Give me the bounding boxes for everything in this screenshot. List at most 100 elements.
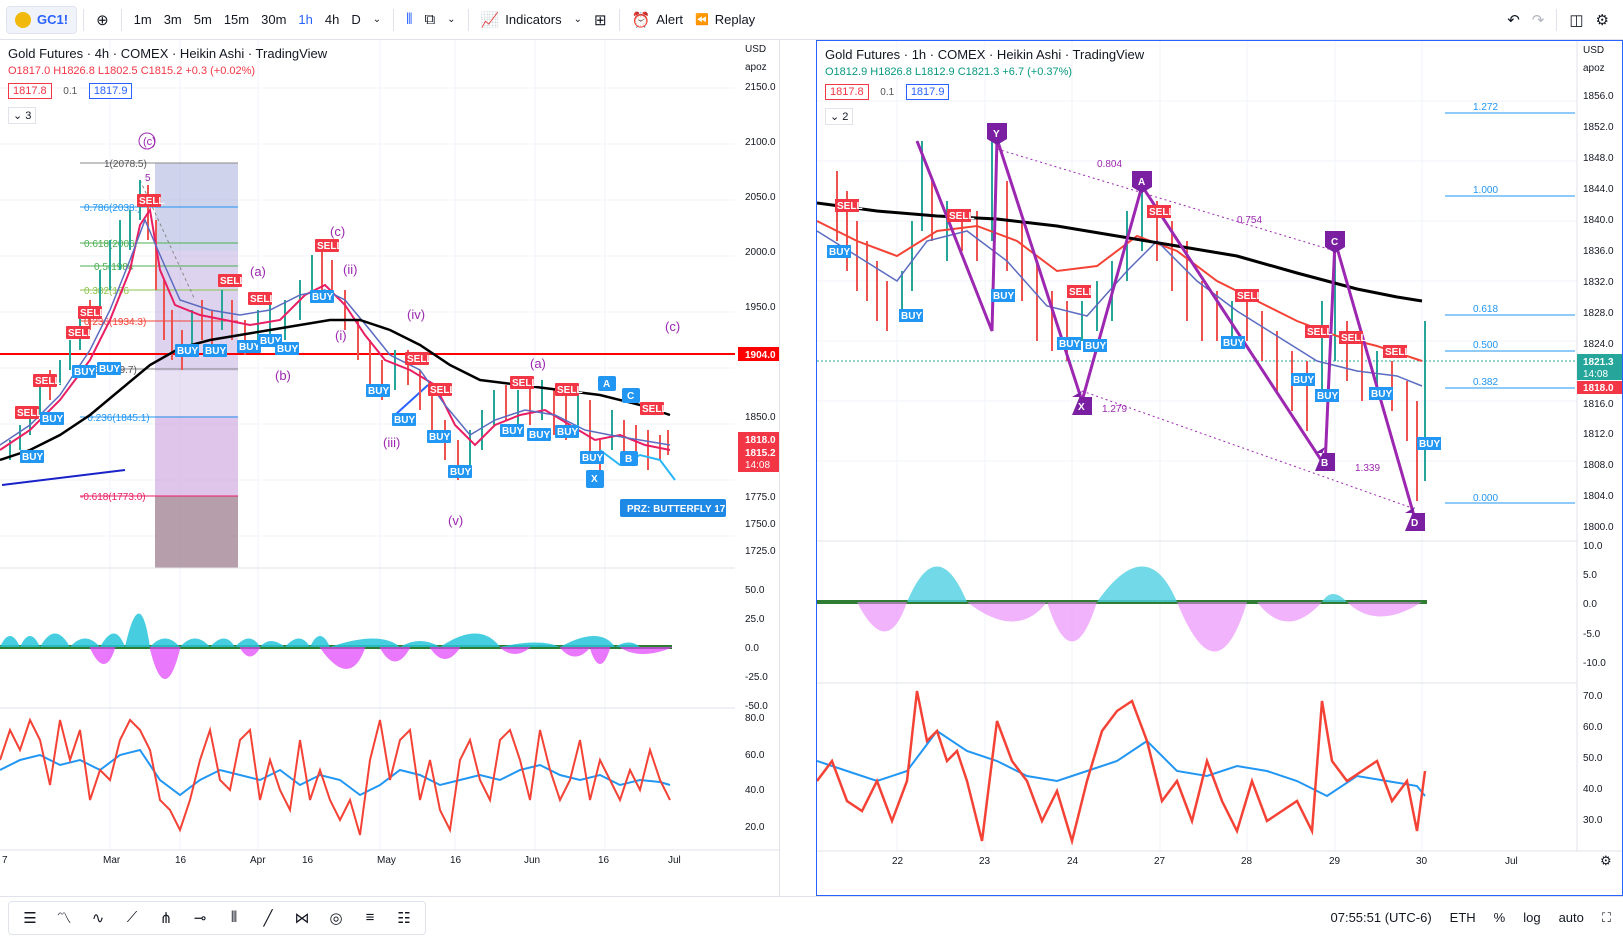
abc-pattern-icon[interactable]: 〽 [56, 910, 72, 927]
fullscreen-icon[interactable]: ⛶ [1601, 909, 1611, 925]
redo-icon[interactable]: ↷ [1531, 11, 1545, 29]
svg-text:0.618: 0.618 [1473, 304, 1498, 315]
trendline[interactable] [1, 469, 126, 486]
svg-text:2100.0: 2100.0 [745, 137, 776, 148]
right-sell-price-button[interactable]: 1817.8 [825, 84, 869, 100]
svg-text:40.0: 40.0 [745, 785, 765, 796]
interval-15m[interactable]: 15m [223, 12, 250, 27]
right-chart-canvas[interactable]: 1.272 1.000 0.618 0.500 0.382 0.000 [817, 41, 1623, 896]
svg-text:1848.0: 1848.0 [1583, 153, 1614, 164]
svg-text:1725.0: 1725.0 [745, 546, 776, 557]
auto-scale-toggle[interactable]: auto [1558, 910, 1584, 925]
svg-text:A: A [603, 379, 610, 390]
fib-0382-label: 0.382(196 [84, 286, 129, 297]
replay-button[interactable]: ⏪ Replay [689, 6, 761, 34]
right-chart-title[interactable]: Gold Futures · 1h · COMEX · Heikin Ashi … [825, 47, 1145, 62]
interval-3m[interactable]: 3m [163, 12, 182, 27]
divider [618, 8, 620, 31]
svg-text:SELL: SELL [317, 241, 343, 252]
right-fib-levels[interactable] [817, 112, 1575, 504]
candle-type-icon[interactable]: ⧉ [424, 11, 436, 28]
fib-0236-label: 0.236(1934.3) [84, 317, 146, 328]
svg-text:16: 16 [598, 855, 610, 866]
xabcd-pattern-icon[interactable]: ⋈ [294, 909, 310, 927]
horizontal-ray-icon[interactable]: ⊸ [193, 909, 207, 927]
symbol-search-button[interactable]: GC1! [6, 5, 78, 34]
svg-text:(c): (c) [665, 319, 680, 334]
left-chart-canvas[interactable]: 1(2078.5) 0.786(2038.) 0.618(2006. 0.5(1… [0, 40, 780, 896]
svg-text:0.500: 0.500 [1473, 340, 1498, 351]
svg-text:B: B [1321, 458, 1328, 469]
pitchfork-icon[interactable]: ⋔ [159, 909, 173, 927]
svg-text:(c): (c) [330, 224, 345, 239]
session-eth[interactable]: ETH [1449, 910, 1476, 925]
left-chart-panel[interactable]: 1(2078.5) 0.786(2038.) 0.618(2006. 0.5(1… [0, 40, 780, 896]
interval-5m[interactable]: 5m [193, 12, 212, 27]
left-buy-price-button[interactable]: 1817.9 [88, 83, 133, 99]
right-indicators-toggle[interactable]: ⌄ 2 [825, 108, 854, 125]
fib-1-label: 1(2078.5) [104, 159, 147, 170]
trendline[interactable] [394, 384, 429, 416]
chevron-down-icon[interactable]: ⌄ [447, 14, 456, 25]
replay-label: Replay [714, 12, 756, 27]
left-rsi-pane [0, 717, 671, 836]
right-oscillator-pane [817, 566, 1427, 652]
right-time-axis[interactable]: 22 23 24 27 28 29 30 Jul ⚙ [892, 853, 1612, 868]
chevron-down-icon[interactable]: ⌄ [573, 14, 583, 25]
svg-text:SELL: SELL [949, 211, 975, 222]
svg-text:BUY: BUY [993, 291, 1014, 302]
percent-scale-toggle[interactable]: % [1493, 910, 1506, 925]
ema-pink-line [0, 207, 671, 451]
svg-text:X: X [1078, 402, 1085, 413]
compare-add-icon[interactable]: ⊕ [96, 11, 109, 29]
left-oscillator-pane [0, 613, 673, 679]
fib-05-label: 0.5(1984 [94, 262, 134, 273]
alert-button[interactable]: ⏰ Alert [626, 6, 689, 34]
svg-text:Apr: Apr [250, 855, 266, 866]
svg-text:BUY: BUY [450, 467, 471, 478]
right-chart-panel[interactable]: 1.272 1.000 0.618 0.500 0.382 0.000 [816, 40, 1623, 896]
chevron-down-icon[interactable]: ⌄ [372, 14, 382, 25]
left-time-axis[interactable]: 7 Mar 16 Apr 16 May 16 Jun 16 Jul [2, 855, 681, 866]
trend-angle-icon[interactable]: ⟋ [126, 909, 138, 926]
svg-text:BUY: BUY [829, 247, 850, 258]
interval-1h[interactable]: 1h [298, 12, 313, 27]
prz-butterfly-label[interactable] [620, 499, 726, 517]
chart-settings-gear-icon[interactable]: ⚙ [1600, 853, 1612, 868]
interval-4h[interactable]: 4h [324, 12, 340, 27]
svg-text:1808.0: 1808.0 [1583, 460, 1614, 471]
right-buy-price-button[interactable]: 1817.9 [905, 84, 950, 100]
bottom-toolbar: ☰ 〽 ∿ ⟋ ⋔ ⊸ ⦀ ╱ ⋈ ◎ ≡ ☷ 07:55:51 (UTC-6)… [0, 896, 1623, 938]
svg-text:(iv): (iv) [407, 307, 425, 322]
vertical-lines-icon[interactable]: ⦀ [230, 909, 238, 926]
left-sell-price-button[interactable]: 1817.8 [8, 83, 52, 99]
long-position-icon[interactable]: ☷ [397, 909, 411, 927]
divider [393, 8, 395, 31]
clock-time[interactable]: 07:55:51 (UTC-6) [1330, 910, 1432, 925]
svg-text:1812.0: 1812.0 [1583, 429, 1614, 440]
interval-d[interactable]: D [351, 12, 361, 27]
left-chart-title[interactable]: Gold Futures · 4h · COMEX · Heikin Ashi … [8, 46, 328, 61]
undo-icon[interactable]: ↶ [1507, 11, 1520, 29]
interval-1m[interactable]: 1m [133, 12, 152, 27]
right-price-axis[interactable]: USD apoz 1856.0 1852.0 1848.0 1844.0 184… [1576, 41, 1623, 851]
svg-text:1816.0: 1816.0 [1583, 399, 1614, 410]
indicators-button[interactable]: 📈 Indicators [475, 6, 568, 34]
settings-gear-icon[interactable]: ⚙ [1595, 11, 1609, 29]
left-price-axis[interactable]: USD apoz 2150.0 2100.0 2050.0 2000.0 195… [738, 40, 780, 850]
wave-pattern-icon[interactable]: ∿ [91, 909, 105, 927]
interval-30m[interactable]: 30m [261, 12, 287, 27]
gann-icon[interactable]: ◎ [329, 909, 343, 927]
bar-style-icon[interactable]: ⫴ [406, 11, 413, 28]
split-layout-icon[interactable]: ◫ [1569, 11, 1584, 29]
fib-retracement-icon[interactable]: ≡ [365, 909, 375, 926]
right-harmonic-pattern[interactable] [915, 138, 1417, 520]
menu-lines-icon[interactable]: ☰ [23, 909, 37, 927]
layout-grid-icon[interactable]: ⊞ [594, 11, 607, 29]
left-indicators-toggle[interactable]: ⌄ 3 [8, 107, 37, 124]
svg-text:Mar: Mar [103, 855, 121, 866]
svg-text:27: 27 [1154, 856, 1166, 867]
log-scale-toggle[interactable]: log [1523, 910, 1541, 925]
trend-line-icon[interactable]: ╱ [263, 909, 273, 927]
svg-text:D: D [1411, 518, 1418, 529]
